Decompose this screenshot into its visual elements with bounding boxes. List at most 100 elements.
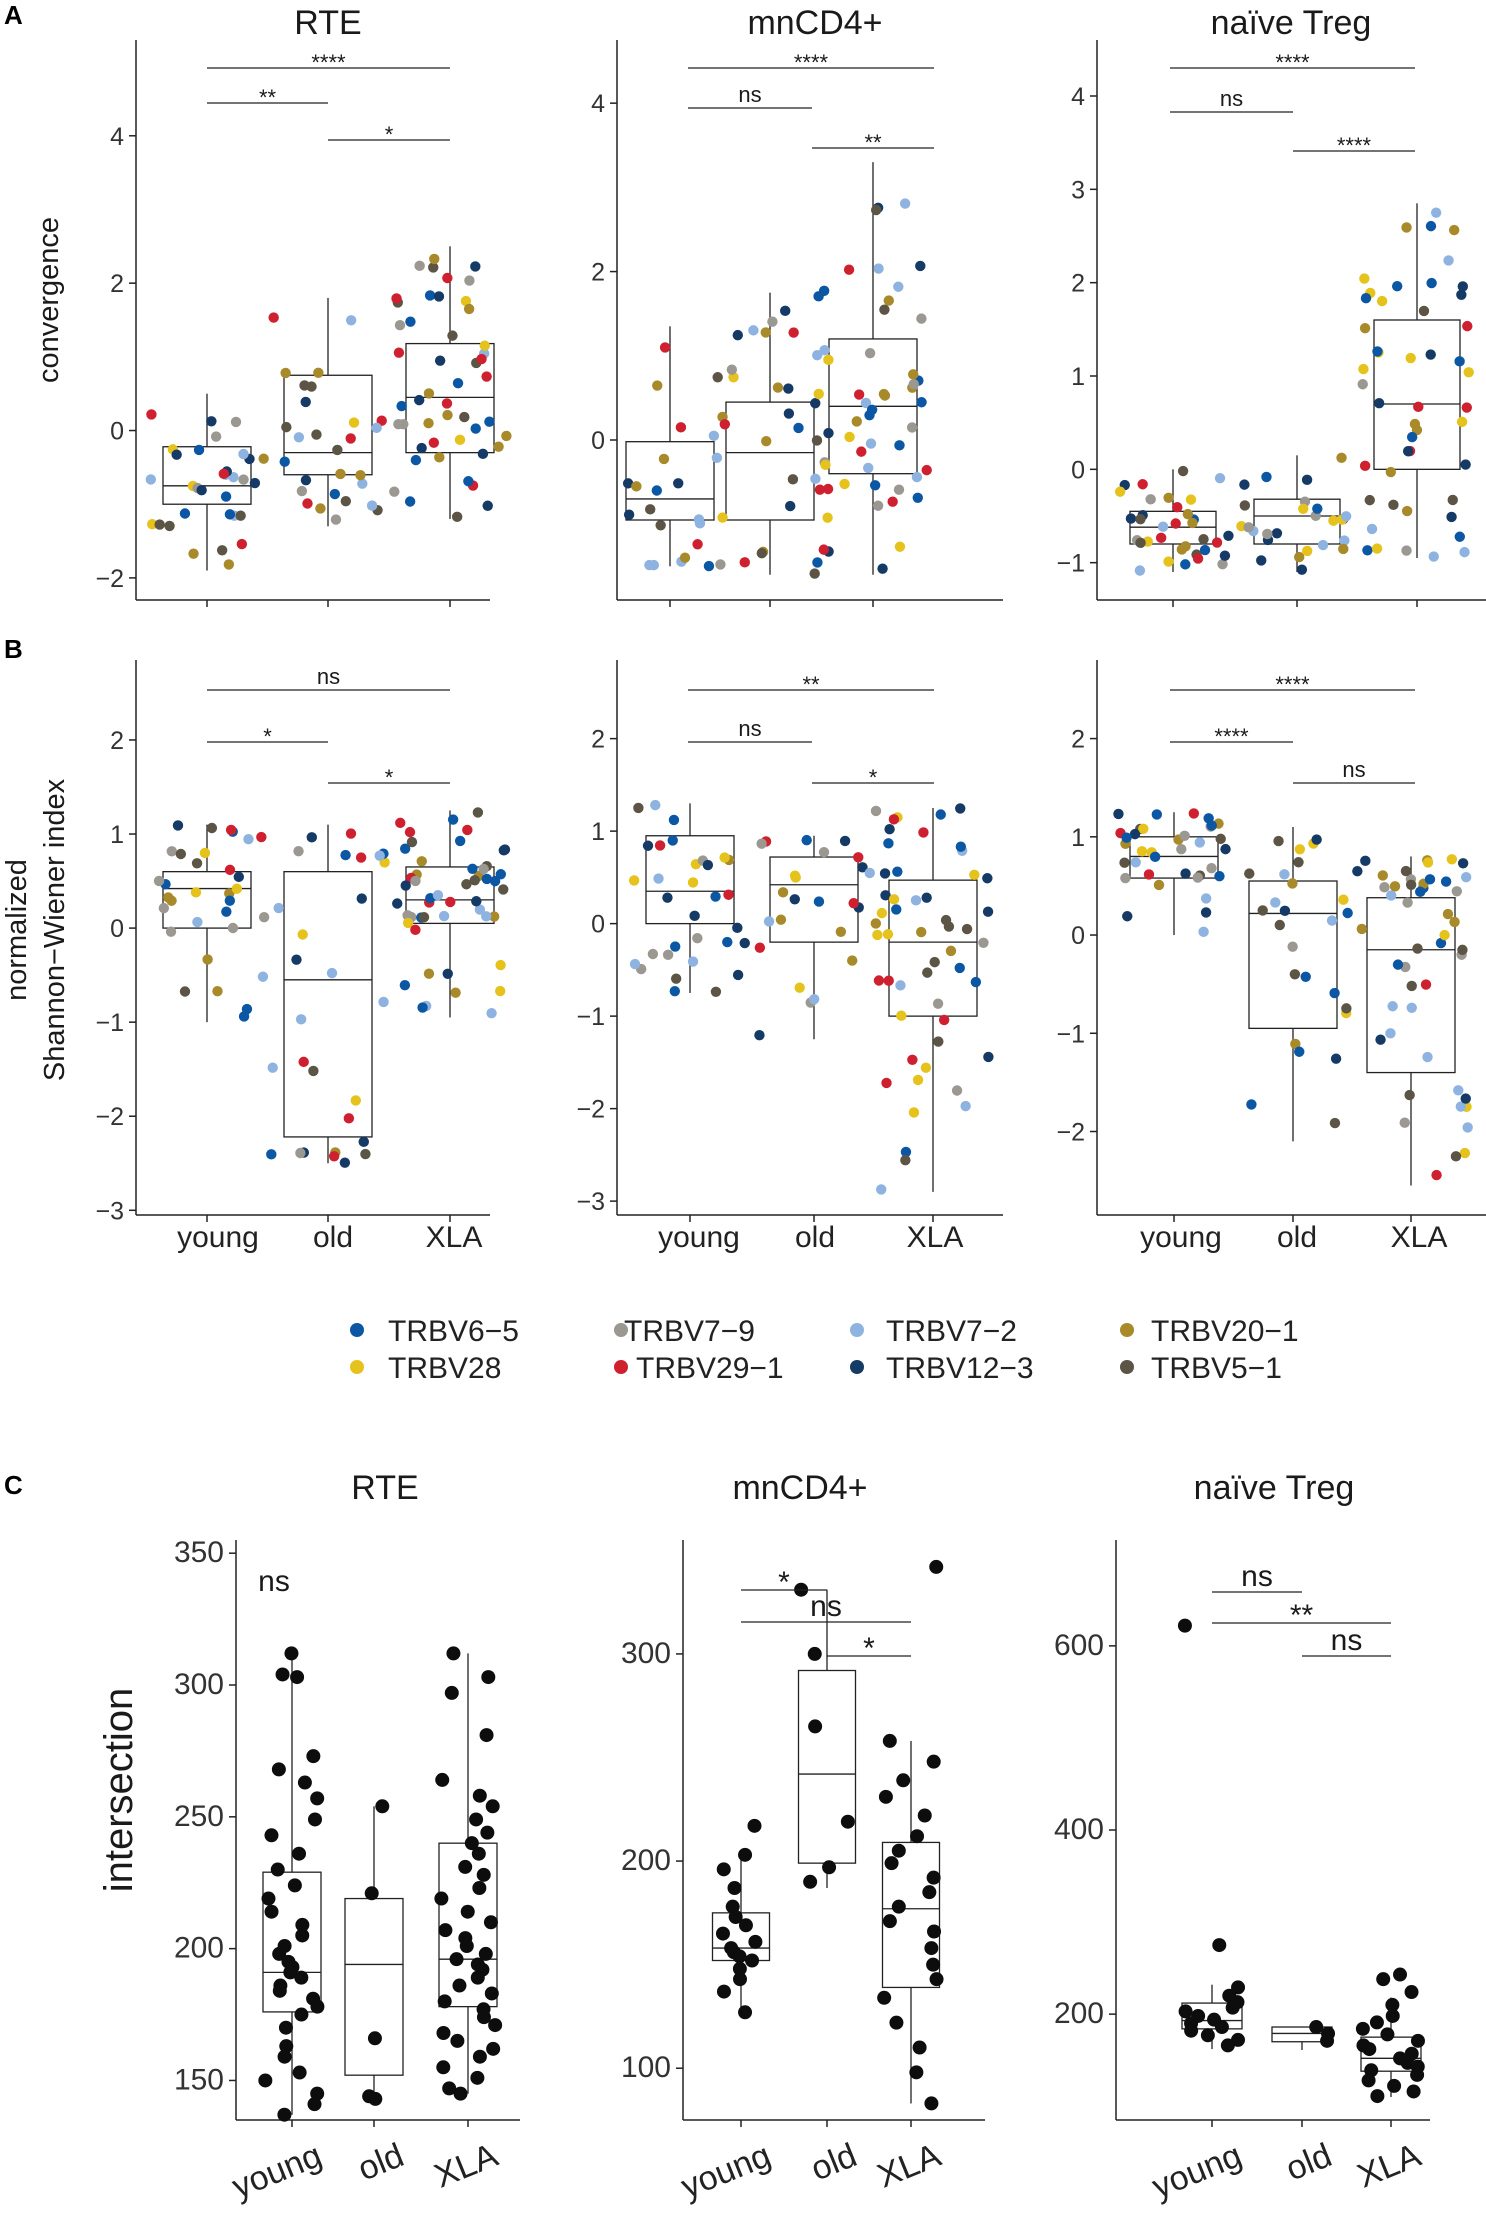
data-point xyxy=(851,416,862,427)
data-point xyxy=(481,371,492,382)
data-point xyxy=(416,856,427,867)
data-point xyxy=(882,1914,897,1929)
data-point xyxy=(1373,398,1385,409)
data-point xyxy=(623,509,635,520)
data-point xyxy=(1290,1038,1301,1050)
data-point xyxy=(794,982,805,993)
data-point xyxy=(1341,1003,1352,1014)
data-point xyxy=(916,926,927,938)
data-point xyxy=(848,897,859,909)
data-point xyxy=(371,422,382,434)
data-point xyxy=(1239,500,1251,511)
sig-label: * xyxy=(385,122,394,147)
xlabel-b1-young: young xyxy=(177,1221,259,1254)
data-point xyxy=(462,824,473,836)
data-point xyxy=(645,504,656,515)
data-point xyxy=(367,2031,382,2046)
data-point xyxy=(310,1999,325,2014)
data-point xyxy=(221,906,232,917)
box-old xyxy=(769,856,859,943)
data-point xyxy=(1455,1101,1467,1112)
data-point xyxy=(484,1986,499,2001)
data-point xyxy=(655,520,666,531)
data-point xyxy=(471,1846,486,1861)
data-point xyxy=(710,891,721,902)
ylabel-shannon-line1: normalized xyxy=(1,859,33,1001)
data-point xyxy=(1410,2067,1425,2082)
data-point xyxy=(145,474,157,485)
data-point xyxy=(810,398,821,409)
data-point xyxy=(480,1825,495,1840)
data-point xyxy=(1418,305,1430,317)
data-point xyxy=(921,892,932,903)
data-point xyxy=(405,316,416,327)
data-point xyxy=(883,838,894,849)
data-point xyxy=(857,862,868,873)
data-point xyxy=(872,500,884,511)
data-point xyxy=(877,563,888,574)
box-old xyxy=(283,374,373,476)
data-point xyxy=(839,835,851,847)
x-tick-label-XLA: XLA xyxy=(1352,2136,1426,2195)
data-point xyxy=(1200,907,1212,918)
data-point xyxy=(1359,460,1371,472)
y-tick-label: 0 xyxy=(110,915,124,943)
data-point xyxy=(715,1926,730,1941)
data-point xyxy=(1130,857,1141,868)
sig-label: **** xyxy=(1214,724,1249,749)
data-point xyxy=(1135,537,1146,549)
data-point xyxy=(1424,874,1436,885)
box-XLA xyxy=(1373,319,1461,470)
data-point xyxy=(1400,865,1412,877)
y-tick-label: 0 xyxy=(1071,456,1085,484)
data-point xyxy=(819,345,830,356)
data-point xyxy=(647,948,659,960)
data-point xyxy=(961,923,973,935)
data-point xyxy=(894,440,905,451)
data-point xyxy=(921,464,932,476)
data-point xyxy=(879,304,890,315)
data-point xyxy=(1358,363,1369,375)
data-point xyxy=(476,1867,491,1882)
data-point xyxy=(1385,890,1397,901)
data-point xyxy=(662,949,674,961)
data-point xyxy=(1211,537,1223,548)
data-point xyxy=(650,799,661,811)
data-point xyxy=(1129,828,1141,840)
data-point xyxy=(424,290,436,301)
box-old xyxy=(344,1897,404,2076)
data-point xyxy=(1379,882,1390,893)
y-tick-label: 2 xyxy=(591,259,605,287)
data-point xyxy=(1279,905,1291,916)
data-point xyxy=(1273,835,1284,847)
data-point xyxy=(1317,539,1329,551)
data-point xyxy=(449,1952,464,1967)
data-point xyxy=(658,453,670,465)
data-point xyxy=(1443,255,1454,266)
data-point xyxy=(920,1062,932,1073)
x-tick-label-old: old xyxy=(353,2136,409,2188)
sig-label: **** xyxy=(1275,50,1310,75)
data-point xyxy=(932,998,944,1009)
data-point xyxy=(856,446,867,457)
data-point xyxy=(434,1891,449,1906)
y-tick-label: 300 xyxy=(621,1637,671,1670)
data-point xyxy=(1338,894,1349,905)
data-point xyxy=(271,1762,286,1777)
box-old xyxy=(1248,880,1338,1030)
data-point xyxy=(783,383,794,394)
data-point xyxy=(908,1107,920,1118)
data-point xyxy=(702,859,714,871)
data-point xyxy=(478,1946,493,1961)
data-point xyxy=(909,2065,924,2080)
data-point xyxy=(864,409,875,421)
data-point xyxy=(763,916,775,927)
data-point xyxy=(146,409,157,420)
data-point xyxy=(476,2010,491,2025)
data-point xyxy=(732,922,743,934)
data-point xyxy=(202,954,213,965)
data-point xyxy=(306,832,317,843)
data-point xyxy=(738,1918,753,1933)
data-point xyxy=(1220,2038,1235,2053)
data-point xyxy=(1412,943,1423,954)
